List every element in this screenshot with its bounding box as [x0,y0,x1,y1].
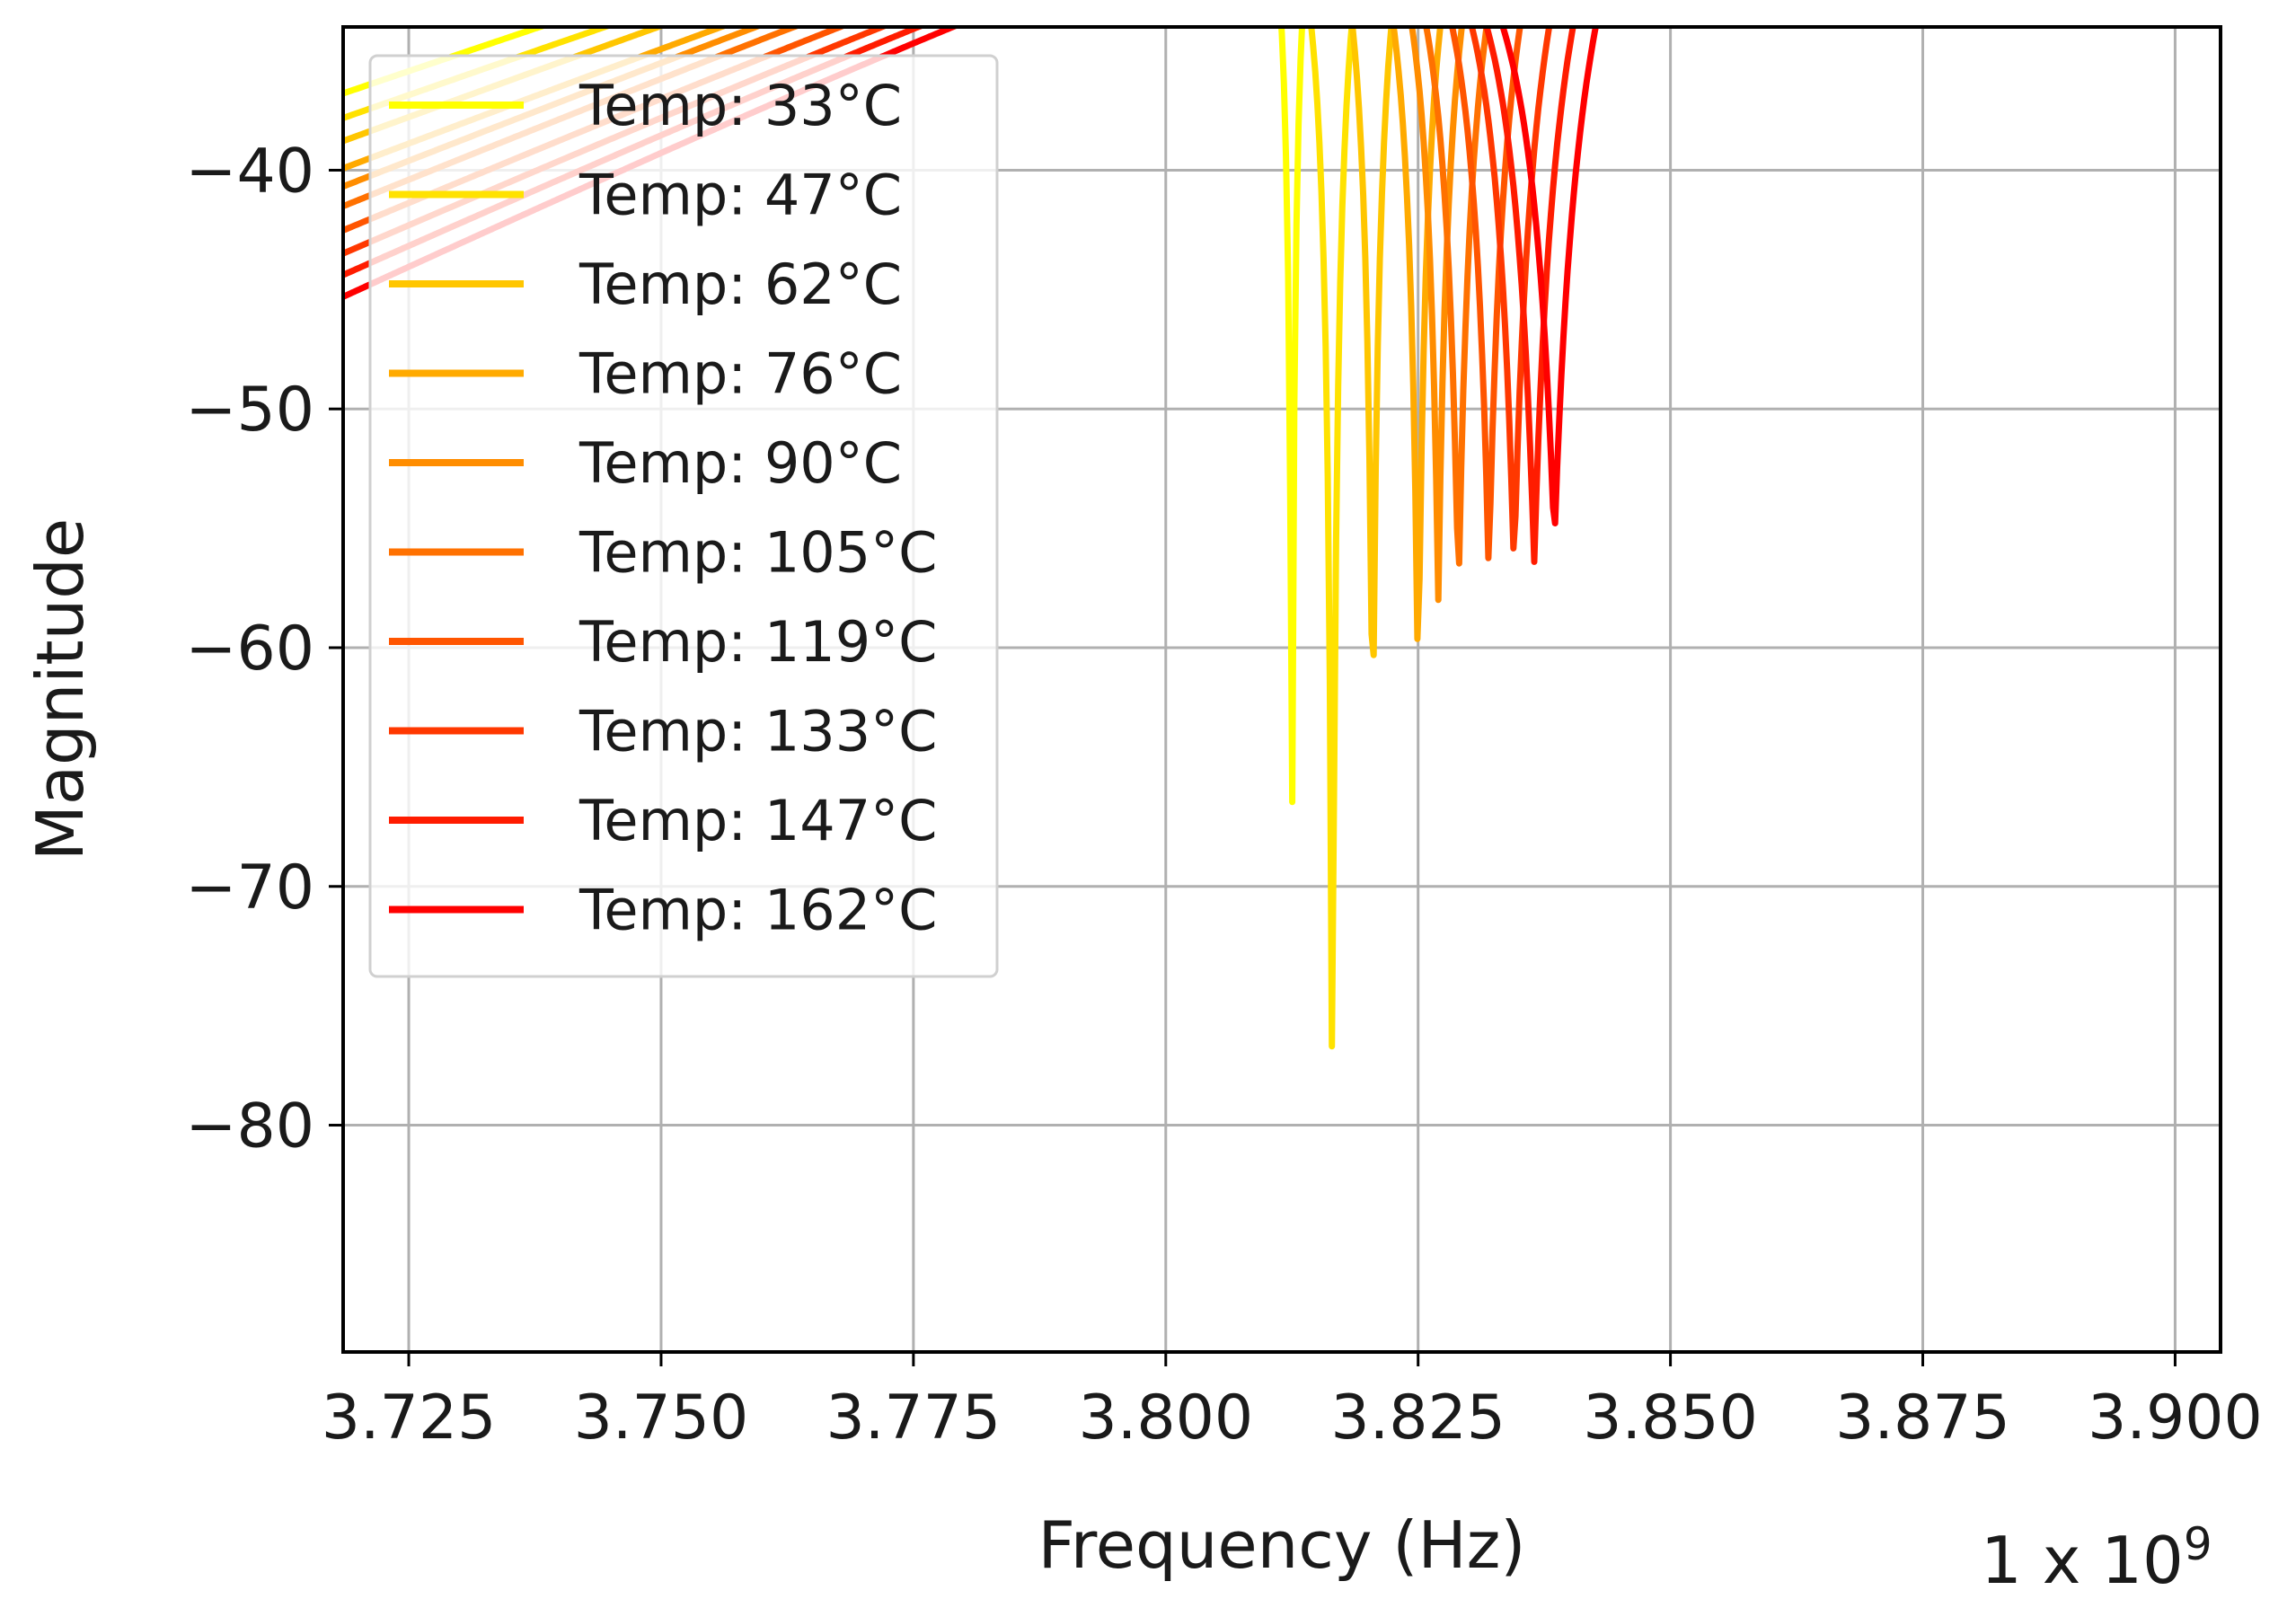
x-tick-label: 3.900 [2088,1383,2263,1453]
legend-label: Temp: 119°C [578,609,937,675]
y-tick-label: −50 [185,375,314,446]
legend: Temp: 33°C Temp: 47°C Temp: 62°C Temp: 76°C… [368,54,999,978]
y-axis-label: Magnitude [22,518,98,861]
legend-item: Temp: 119°C [389,609,937,675]
x-tick-label: 3.750 [574,1383,749,1453]
x-scale-base: 1 x 10 [1981,1523,2184,1598]
y-tick-label: −80 [185,1091,314,1162]
legend-item: Temp: 33°C [389,73,902,138]
legend-label: Temp: 133°C [578,699,937,764]
y-tick-label: −60 [185,614,314,685]
plot-area-frame [341,25,2222,1354]
legend-label: Temp: 33°C [578,73,902,138]
legend-label: Temp: 162°C [578,878,937,943]
y-tick-label: −70 [185,853,314,923]
legend-item: Temp: 162°C [389,878,937,943]
legend-label: Temp: 90°C [578,430,902,496]
x-tick-label: 3.875 [1835,1383,2010,1453]
legend-items: Temp: 33°C Temp: 47°C Temp: 62°C Temp: 76°C… [389,73,937,943]
legend-label: Temp: 147°C [578,788,937,853]
legend-label: Temp: 76°C [578,341,902,407]
y-tick-label: −40 [185,136,314,207]
x-axis-label: Frequency (Hz) [1038,1507,1526,1583]
x-tick-label: 3.775 [826,1383,1002,1453]
legend-box [368,54,999,978]
legend-item: Temp: 76°C [389,341,902,407]
legend-item: Temp: 147°C [389,788,937,853]
x-tick-label: 3.825 [1330,1383,1506,1453]
legend-label: Temp: 47°C [578,163,902,228]
x-tick-label: 3.725 [322,1383,497,1453]
legend-item: Temp: 62°C [389,252,902,317]
x-tick-label: 3.850 [1583,1383,1758,1453]
legend-label: Temp: 105°C [578,520,937,586]
x-axis-scale-label: 1 x 109 [1981,1518,2212,1598]
legend-item: Temp: 90°C [389,430,902,496]
x-scale-exponent: 9 [2184,1518,2212,1570]
axis-ticks: 3.725 3.750 3.775 3.800 3.825 3.850 3.875 3.900… [185,136,2262,1453]
x-tick-label: 3.800 [1078,1383,1253,1453]
series-line [343,27,1444,642]
legend-item: Temp: 133°C [389,699,937,764]
legend-item: Temp: 105°C [389,520,937,586]
legend-label: Temp: 62°C [578,252,902,317]
legend-item: Temp: 47°C [389,163,902,228]
series-line [343,27,1305,806]
